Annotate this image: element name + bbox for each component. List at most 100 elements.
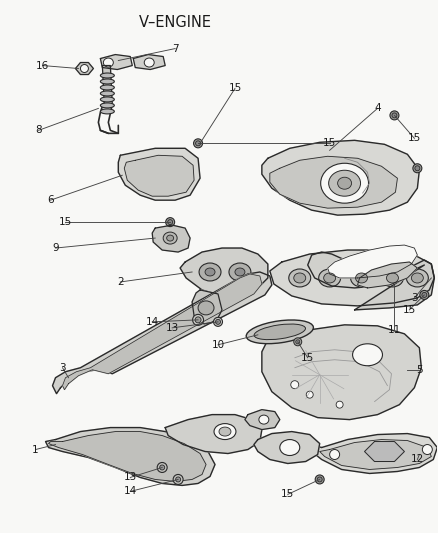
- Ellipse shape: [173, 474, 183, 484]
- Ellipse shape: [168, 220, 173, 224]
- Ellipse shape: [415, 166, 420, 171]
- Text: 8: 8: [35, 125, 42, 135]
- Polygon shape: [312, 433, 437, 473]
- Ellipse shape: [420, 290, 429, 300]
- Ellipse shape: [229, 263, 251, 281]
- Ellipse shape: [235, 268, 245, 276]
- Polygon shape: [118, 148, 200, 200]
- Ellipse shape: [338, 177, 352, 189]
- Text: 1: 1: [32, 445, 39, 455]
- Ellipse shape: [406, 269, 428, 287]
- Ellipse shape: [291, 381, 299, 389]
- Text: 9: 9: [52, 243, 59, 253]
- Polygon shape: [165, 415, 262, 454]
- Ellipse shape: [411, 273, 424, 283]
- Text: 15: 15: [403, 305, 416, 315]
- Polygon shape: [270, 250, 434, 306]
- Text: V–ENGINE: V–ENGINE: [139, 15, 212, 30]
- Ellipse shape: [100, 79, 114, 84]
- Ellipse shape: [163, 232, 177, 244]
- Polygon shape: [270, 156, 397, 208]
- Text: 11: 11: [388, 325, 401, 335]
- Polygon shape: [254, 432, 320, 464]
- Text: 13: 13: [124, 472, 137, 482]
- Text: 16: 16: [36, 61, 49, 70]
- Ellipse shape: [289, 269, 311, 287]
- Ellipse shape: [356, 273, 367, 283]
- Ellipse shape: [199, 263, 221, 281]
- Ellipse shape: [215, 319, 220, 325]
- Ellipse shape: [160, 465, 165, 470]
- Text: 15: 15: [323, 139, 336, 148]
- Ellipse shape: [330, 449, 339, 459]
- Ellipse shape: [198, 301, 214, 315]
- Ellipse shape: [100, 73, 114, 78]
- Polygon shape: [124, 155, 194, 196]
- Text: 13: 13: [166, 323, 179, 333]
- Polygon shape: [133, 54, 165, 69]
- Ellipse shape: [306, 391, 313, 398]
- Ellipse shape: [100, 91, 114, 96]
- Text: 6: 6: [47, 195, 54, 205]
- Ellipse shape: [390, 111, 399, 120]
- Ellipse shape: [422, 445, 432, 455]
- Ellipse shape: [213, 317, 223, 326]
- Polygon shape: [262, 140, 419, 215]
- Ellipse shape: [193, 314, 204, 325]
- Ellipse shape: [214, 424, 236, 440]
- Polygon shape: [63, 274, 262, 390]
- Ellipse shape: [315, 475, 324, 484]
- Text: 15: 15: [408, 133, 421, 143]
- Ellipse shape: [294, 338, 302, 346]
- Ellipse shape: [324, 273, 336, 283]
- Ellipse shape: [336, 401, 343, 408]
- Polygon shape: [364, 441, 404, 462]
- Text: 14: 14: [124, 487, 137, 496]
- Polygon shape: [245, 410, 280, 430]
- Ellipse shape: [280, 440, 300, 456]
- Polygon shape: [49, 432, 206, 481]
- Polygon shape: [357, 262, 417, 288]
- Ellipse shape: [176, 477, 180, 482]
- Ellipse shape: [100, 85, 114, 90]
- Ellipse shape: [196, 141, 201, 146]
- Ellipse shape: [166, 217, 175, 227]
- Ellipse shape: [157, 463, 167, 472]
- Ellipse shape: [353, 344, 382, 366]
- Ellipse shape: [167, 235, 173, 241]
- Polygon shape: [192, 290, 222, 324]
- Ellipse shape: [103, 58, 113, 67]
- Polygon shape: [308, 252, 434, 310]
- Ellipse shape: [219, 427, 231, 436]
- Ellipse shape: [246, 320, 314, 344]
- Ellipse shape: [381, 269, 403, 287]
- Polygon shape: [102, 66, 112, 106]
- Ellipse shape: [100, 109, 114, 114]
- Ellipse shape: [195, 317, 201, 323]
- Text: 15: 15: [301, 353, 314, 363]
- Ellipse shape: [81, 64, 88, 72]
- Polygon shape: [262, 325, 421, 419]
- Text: 15: 15: [59, 217, 72, 227]
- Ellipse shape: [296, 340, 300, 344]
- Polygon shape: [75, 62, 93, 75]
- Ellipse shape: [392, 113, 397, 118]
- Text: 5: 5: [416, 365, 423, 375]
- Ellipse shape: [100, 103, 114, 108]
- Ellipse shape: [413, 164, 422, 173]
- Text: 14: 14: [145, 317, 159, 327]
- Ellipse shape: [386, 273, 399, 283]
- Ellipse shape: [144, 58, 154, 67]
- Ellipse shape: [205, 268, 215, 276]
- Text: 7: 7: [172, 44, 178, 54]
- Ellipse shape: [321, 163, 368, 203]
- Polygon shape: [328, 245, 417, 278]
- Ellipse shape: [317, 477, 322, 482]
- Ellipse shape: [254, 324, 305, 340]
- Text: 10: 10: [212, 340, 225, 350]
- Ellipse shape: [194, 139, 202, 148]
- Ellipse shape: [259, 415, 269, 424]
- Polygon shape: [152, 225, 190, 252]
- Polygon shape: [320, 440, 431, 470]
- Text: 4: 4: [374, 103, 381, 114]
